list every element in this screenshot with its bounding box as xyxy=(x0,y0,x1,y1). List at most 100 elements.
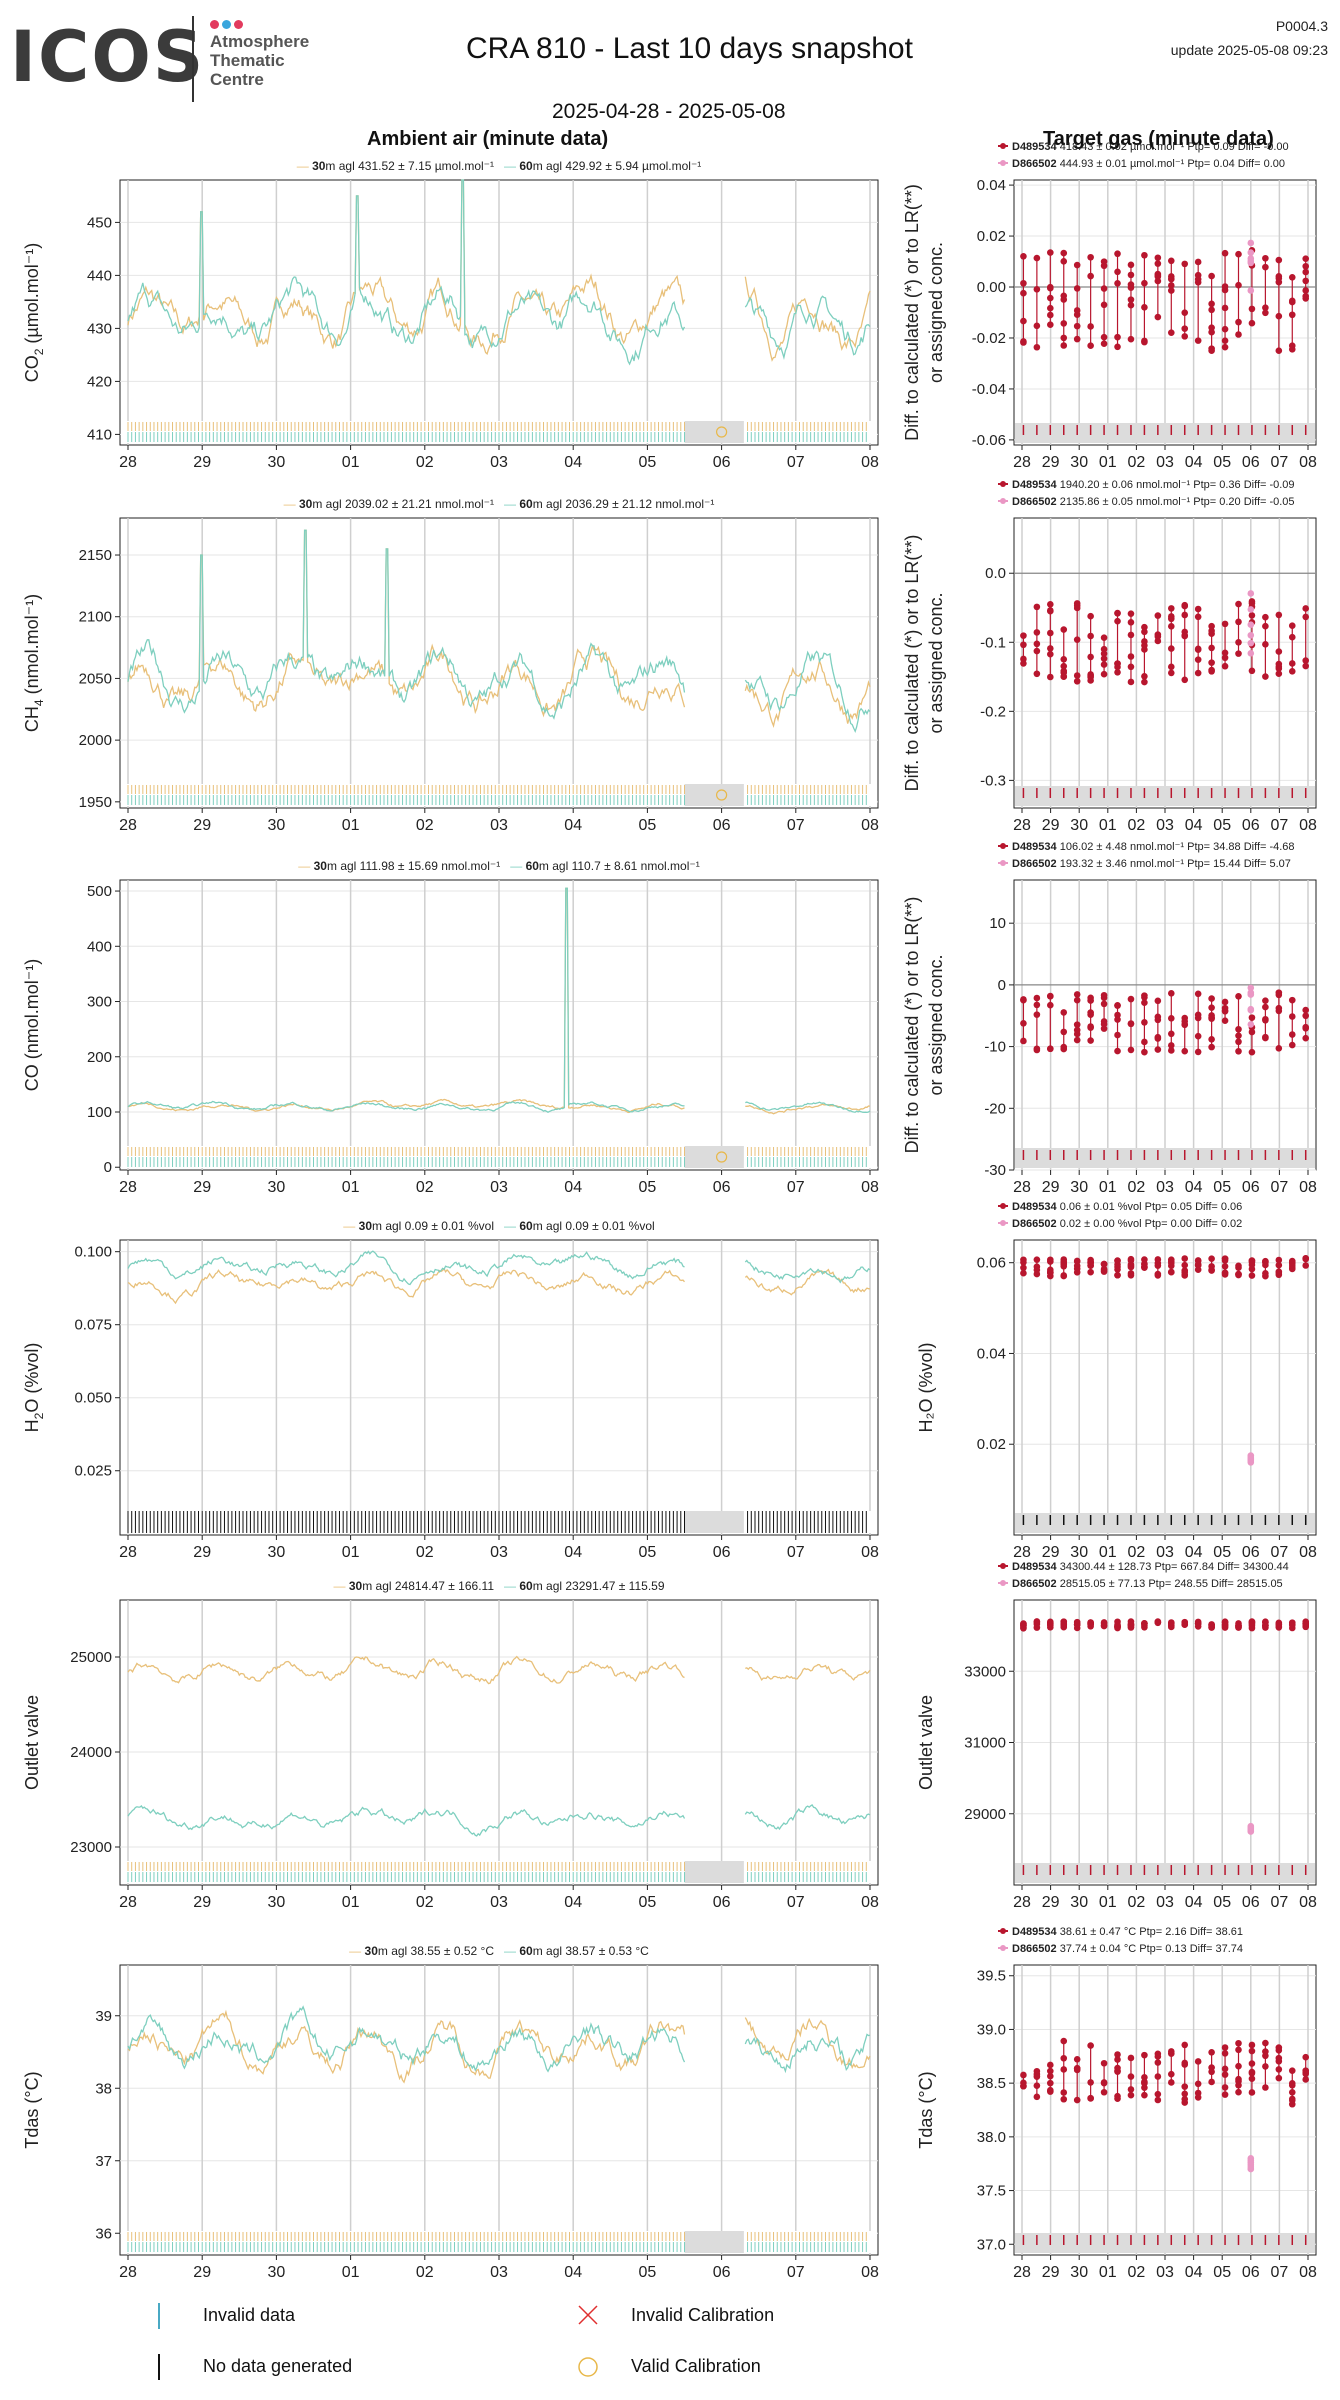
target-point xyxy=(1248,319,1256,327)
target-point xyxy=(1073,322,1081,330)
legend-swatch: — xyxy=(504,1579,519,1593)
target-point xyxy=(1221,2084,1229,2091)
x-tick-label: 08 xyxy=(1299,1544,1317,1561)
target-point xyxy=(1020,2071,1027,2079)
target-legend-dot xyxy=(1000,1203,1006,1209)
target-panel-co2: -0.06 -0.04 -0.02 0.00 0.02 0.04 28 29 30 01 02 03 0… xyxy=(972,177,1317,471)
x-tick-label: 06 xyxy=(713,1894,731,1911)
target-point xyxy=(1141,999,1148,1007)
target-status-strip xyxy=(1015,1863,1315,1883)
date-range: 2025-04-28 - 2025-05-08 xyxy=(552,100,786,123)
target-point xyxy=(1221,1255,1229,1262)
target-stat: 106.02 ± 4.48 nmol.mol⁻¹ Ptp= 34.88 Diff… xyxy=(1057,841,1295,853)
target-point xyxy=(1100,2059,1108,2067)
x-tick-label: 05 xyxy=(1213,1544,1231,1561)
target-point-d866502 xyxy=(1247,287,1255,294)
target-point xyxy=(1154,1046,1162,1053)
target-point xyxy=(1087,1037,1094,1044)
ambient-y-label: CH4 (nmol.mol⁻¹) xyxy=(22,594,46,732)
target-point-d866502 xyxy=(1247,1021,1255,1028)
target-point xyxy=(1275,347,1283,355)
target-stat: 0.02 ± 0.00 %vol Ptp= 0.00 Diff= 0.02 xyxy=(1057,1218,1243,1230)
target-point xyxy=(1047,2072,1054,2080)
ylabel-sub: 4 xyxy=(32,699,46,706)
x-tick-label: 30 xyxy=(268,2264,286,2280)
target-point xyxy=(1033,647,1041,655)
target-point xyxy=(1127,281,1135,288)
ambient-y-label: CO (nmol.mol⁻¹) xyxy=(22,959,42,1092)
target-point xyxy=(1060,2054,1068,2062)
target-point xyxy=(1194,2094,1202,2101)
logo-subtitle: Atmosphere Thematic Centre xyxy=(210,32,309,89)
target-point xyxy=(1262,304,1269,311)
target-point xyxy=(1087,1024,1094,1031)
target-tank-id: D866502 xyxy=(1012,1578,1057,1590)
no-data-block xyxy=(684,1861,744,1883)
legend-height: 30 xyxy=(349,1579,363,1593)
x-tick-label: 01 xyxy=(342,817,360,834)
x-tick-label: 29 xyxy=(193,1894,211,1911)
target-point xyxy=(1181,611,1189,619)
target-point xyxy=(1033,286,1041,293)
target-point xyxy=(1167,645,1175,652)
x-tick-label: 05 xyxy=(1213,1894,1231,1911)
y-tick-label: -20 xyxy=(984,1100,1006,1117)
target-point xyxy=(1114,617,1121,625)
series-line-30m xyxy=(127,2009,871,2084)
ylabel-rest: O (%vol) xyxy=(22,1343,42,1413)
x-tick-label: 01 xyxy=(1099,817,1117,834)
x-tick-label: 05 xyxy=(1213,454,1231,471)
target-point xyxy=(1047,601,1054,608)
y-tick-label: 1950 xyxy=(79,794,112,811)
x-tick-label: 08 xyxy=(1299,1179,1317,1196)
target-point xyxy=(1127,631,1135,639)
target-point xyxy=(1262,613,1269,621)
legend-height: 30 xyxy=(365,1944,379,1958)
target-point xyxy=(1194,669,1202,677)
target-point xyxy=(1275,611,1283,619)
y-tick-label: -0.06 xyxy=(972,432,1006,449)
target-stat: 418.43 ± 0.02 µmol.mol⁻¹ Ptp= 0.09 Diff=… xyxy=(1057,141,1289,153)
target-tank-id: D489534 xyxy=(1012,479,1058,491)
x-tick-label: 06 xyxy=(713,1544,731,1561)
target-point xyxy=(1221,1263,1229,1270)
target-point xyxy=(1248,598,1256,605)
target-point xyxy=(1033,2093,1041,2101)
target-point xyxy=(1262,254,1269,262)
target-point xyxy=(1302,2068,1310,2076)
target-point xyxy=(1047,1001,1054,1009)
x-tick-label: 05 xyxy=(639,1544,657,1561)
target-point xyxy=(1248,1014,1256,1021)
x-tick-label: 06 xyxy=(1242,1179,1260,1196)
target-point xyxy=(1181,2090,1189,2098)
target-point xyxy=(1127,1020,1135,1028)
target-point xyxy=(1288,346,1296,353)
target-point xyxy=(1087,612,1094,620)
x-tick-label: 08 xyxy=(861,1894,879,1911)
x-tick-label: 29 xyxy=(193,1544,211,1561)
target-point xyxy=(1194,2058,1202,2065)
target-point xyxy=(1167,329,1175,336)
y-tick-label: 25000 xyxy=(70,1649,112,1666)
x-tick-label: 02 xyxy=(1128,2264,1146,2280)
target-point xyxy=(1073,996,1081,1004)
target-point xyxy=(1141,992,1148,999)
x-tick-label: 07 xyxy=(787,454,805,471)
x-tick-label: 03 xyxy=(1156,817,1174,834)
target-point xyxy=(1141,1019,1148,1026)
target-legend: D489534 0.06 ± 0.01 %vol Ptp= 0.05 Diff=… xyxy=(1012,1201,1242,1213)
y-tick-label: -0.2 xyxy=(980,703,1006,720)
target-point xyxy=(1275,278,1283,286)
target-point xyxy=(1033,1266,1041,1274)
target-point xyxy=(1020,1037,1027,1045)
y-tick-label: -0.02 xyxy=(972,330,1006,347)
x-tick-label: 03 xyxy=(1156,1544,1174,1561)
target-point xyxy=(1020,1269,1027,1277)
legend-height: 60 xyxy=(519,497,533,511)
y-tick-label: 300 xyxy=(87,994,112,1011)
target-point xyxy=(1302,277,1310,285)
logo-sub-line: Thematic xyxy=(210,51,285,70)
x-tick-label: 08 xyxy=(861,1179,879,1196)
x-tick-label: 03 xyxy=(1156,1179,1174,1196)
target-point xyxy=(1127,663,1135,671)
